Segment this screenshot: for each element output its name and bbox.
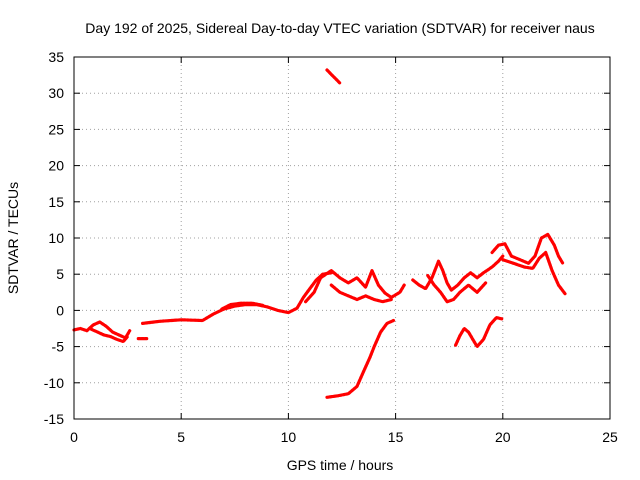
x-axis-label: GPS time / hours (287, 457, 394, 473)
chart-title: Day 192 of 2025, Sidereal Day-to-day VTE… (85, 20, 594, 36)
data-series-arc-11 (426, 274, 488, 304)
x-tick-label: 20 (495, 429, 511, 445)
y-tick-label: 25 (48, 121, 64, 137)
data-series-arc-7 (329, 283, 393, 304)
x-tick-label: 5 (177, 429, 185, 445)
y-tick-label: -5 (52, 339, 65, 355)
y-tick-label: 5 (56, 266, 64, 282)
y-tick-label: 15 (48, 194, 64, 210)
y-axis-label: SDTVAR / TECUs (5, 182, 21, 294)
data-series-arc-1 (72, 320, 132, 340)
y-tick-label: 0 (56, 302, 64, 318)
x-tick-label: 10 (281, 429, 297, 445)
x-tick-label: 0 (70, 429, 78, 445)
x-tick-label: 15 (388, 429, 404, 445)
y-tick-label: -10 (44, 375, 64, 391)
y-tick-label: 35 (48, 49, 64, 65)
data-series-arc-14 (501, 250, 567, 296)
y-tick-label: -15 (44, 411, 64, 427)
data-series-arc-2 (89, 327, 130, 344)
data-series-arc-12 (454, 316, 505, 349)
y-tick-label: 20 (48, 158, 64, 174)
data-series-arc-8 (325, 68, 342, 85)
grid (74, 57, 610, 419)
data-series-arc-4 (141, 271, 333, 325)
data-layer (72, 68, 567, 399)
y-tick-label: 30 (48, 85, 64, 101)
data-series-arc-13 (490, 232, 565, 265)
data-series-arc-6 (304, 269, 406, 304)
data-series-arc-5 (220, 301, 265, 311)
data-series-arc-10 (411, 254, 505, 292)
data-series-arc-9 (325, 318, 396, 399)
axis-ticks: 0 5 10 15 20 25 -15 -10 -5 0 5 10 15 20 25 30 35 (44, 49, 618, 445)
y-tick-label: 10 (48, 230, 64, 246)
x-tick-label: 25 (602, 429, 618, 445)
